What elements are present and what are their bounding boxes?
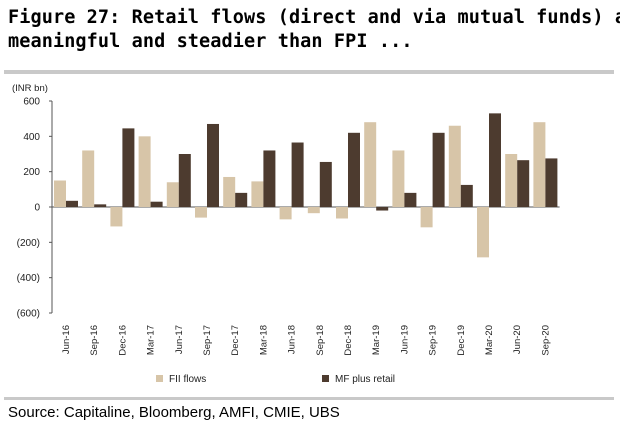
bars [54,113,558,258]
y-tick-label: (400) [17,273,40,284]
fii-bar [54,180,66,207]
mf-bar [348,132,360,207]
fii-bar [82,150,95,207]
fii-bar [505,154,518,207]
bottom-divider [4,397,614,400]
y-tick-label: (600) [17,309,40,320]
mf-bar [207,123,219,207]
legend-swatch-fii [156,375,163,382]
mf-bar [319,161,332,207]
fii-bar [364,122,377,207]
fii-bar [448,125,461,207]
fii-bar [533,122,546,207]
fii-bar [392,150,405,207]
x-tick-label: Jun-19 [399,325,410,354]
x-tick-label: Sep-18 [315,325,326,356]
fii-bar [279,207,292,220]
x-tick-label: Jun-18 [287,325,298,354]
y-tick-label: 200 [23,167,40,178]
mf-bar [460,184,473,207]
mf-bar [489,113,501,207]
fii-bar [195,207,207,218]
y-tick-label: 0 [34,203,40,214]
y-tick-label: (200) [17,238,40,249]
mf-bar [150,201,163,207]
mf-bar [178,154,191,207]
figure-title-line-2: meaningful and steadier than FPI ... [8,31,413,52]
mf-bar [376,207,389,211]
x-tick-label: Sep-16 [89,325,100,356]
bar-chart: (INR bn) 600 400 200 0 (200) (400) (600) Jun-16… [12,83,560,385]
x-tick-label: Dec-19 [456,325,467,356]
figure-title-line-1: Figure 27: Retail flows (direct and via … [8,7,620,28]
x-tick-label: Jun-17 [174,325,185,354]
fii-bar [307,207,320,214]
x-tick-label: Sep-19 [428,325,439,356]
mf-bar [235,192,248,207]
x-tick-label: Jun-16 [61,325,72,354]
fii-bar [251,181,264,207]
x-tick-label: Sep-17 [202,325,213,356]
unit-label: (INR bn) [12,83,48,94]
fii-bar [420,207,433,228]
y-tick-label: 400 [23,132,40,143]
legend-label-mf: MF plus retail [335,374,395,385]
x-tick-label: Mar-19 [371,325,382,355]
legend-label-fii: FII flows [169,374,206,385]
y-tick-label: 600 [23,97,40,108]
x-tick-label: Mar-18 [258,325,269,355]
fii-bar [477,207,489,258]
y-axis: (INR bn) 600 400 200 0 (200) (400) (600) [12,83,560,320]
x-tick-label: Dec-16 [117,325,128,356]
fii-bar [138,136,151,207]
legend: FII flows MF plus retail [156,374,395,385]
x-axis-labels: Jun-16 Sep-16 Dec-16 Mar-17 Jun-17 Sep-17 Dec-… [61,325,551,356]
x-tick-label: Mar-17 [146,325,157,355]
x-tick-label: Dec-18 [343,325,354,356]
mf-bar [291,142,304,207]
mf-bar [432,132,445,207]
x-tick-label: Sep-20 [540,325,551,356]
mf-bar [122,128,135,207]
mf-bar [263,150,276,207]
x-tick-label: Dec-17 [230,325,241,356]
x-tick-label: Mar-20 [484,325,495,355]
fii-bar [110,207,123,227]
mf-bar [66,200,78,207]
mf-bar [545,158,558,207]
mf-bar [404,192,417,207]
mf-bar [94,204,107,207]
fii-bar [223,176,236,207]
fii-bar [166,182,179,207]
figure-title: Figure 27: Retail flows (direct and via … [8,6,620,54]
top-divider [4,70,614,74]
legend-swatch-mf [322,375,329,382]
source-note: Source: Capitaline, Bloomberg, AMFI, CMI… [8,404,340,421]
fii-bar [336,207,348,219]
x-tick-label: Jun-20 [512,325,523,354]
mf-bar [517,160,530,207]
